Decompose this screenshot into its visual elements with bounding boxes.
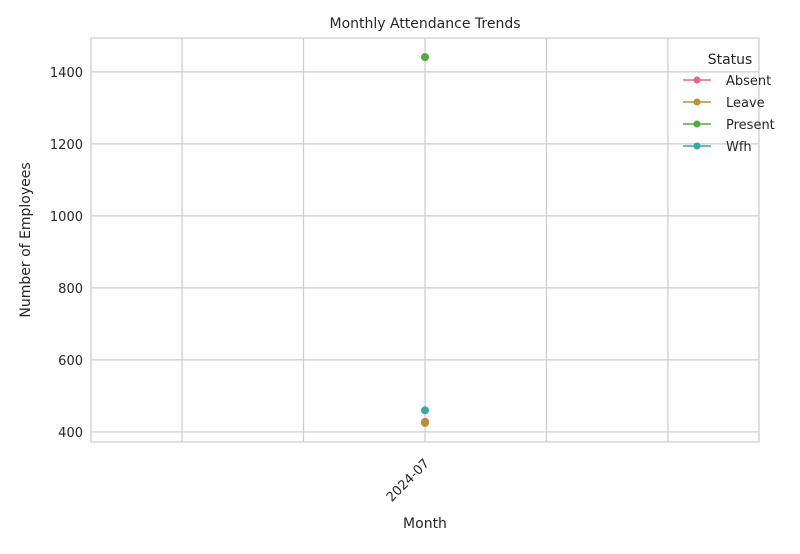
y-tick-label: 1400 [50, 66, 83, 81]
legend: Status Absent Leave Present Wfh [683, 52, 775, 155]
x-axis-ticks: 2024-07 [384, 456, 433, 505]
plot-area-frame [90, 37, 760, 443]
legend-items: Absent Leave Present Wfh [683, 74, 775, 155]
legend-label: Leave [726, 96, 765, 111]
y-tick-label: 800 [58, 282, 83, 297]
data-point [421, 53, 429, 62]
legend-item-wfh: Wfh [683, 140, 752, 155]
grid-lines [91, 38, 759, 442]
legend-title: Status [708, 52, 753, 68]
y-tick-label: 400 [58, 426, 83, 441]
legend-item-absent: Absent [683, 74, 771, 89]
legend-label: Present [726, 118, 775, 133]
legend-marker [693, 120, 701, 128]
y-tick-label: 600 [58, 354, 83, 369]
legend-marker [693, 142, 701, 150]
data-point [421, 406, 429, 415]
x-tick-label: 2024-07 [384, 456, 433, 505]
chart-title: Monthly Attendance Trends [329, 16, 520, 32]
legend-label: Wfh [726, 140, 752, 155]
series-leave [421, 418, 429, 427]
x-axis-label: Month [403, 516, 447, 532]
y-tick-label: 1000 [50, 210, 83, 225]
data-point [421, 418, 429, 427]
series-wfh [421, 406, 429, 415]
y-tick-label: 1200 [50, 138, 83, 153]
legend-item-present: Present [683, 118, 775, 133]
legend-label: Absent [726, 74, 771, 89]
series-present [421, 53, 429, 62]
legend-item-leave: Leave [683, 96, 765, 111]
legend-marker [693, 98, 701, 106]
y-axis-label: Number of Employees [18, 162, 34, 317]
series-lines [421, 53, 429, 427]
y-axis-ticks: 400 600 800 1000 1200 1400 [50, 66, 83, 441]
legend-marker [693, 76, 701, 84]
